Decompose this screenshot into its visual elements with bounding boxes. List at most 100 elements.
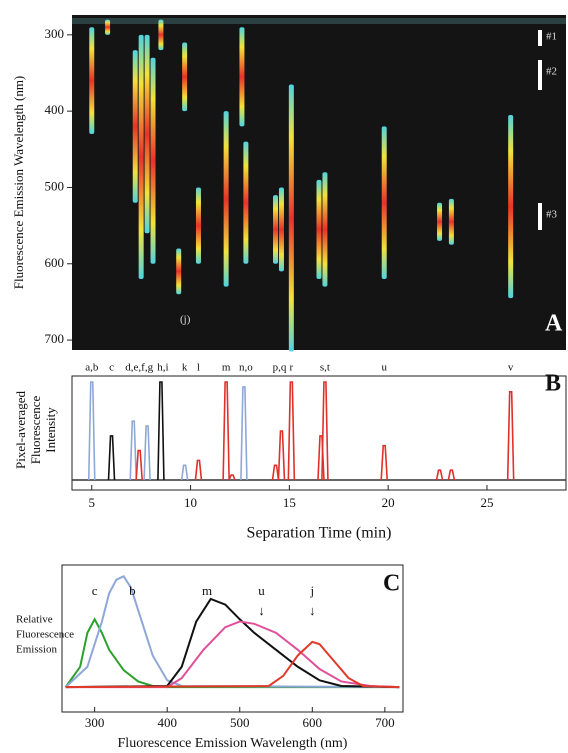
curve-label: b — [129, 583, 136, 598]
curve-label: u — [258, 583, 265, 598]
marker-bar — [538, 60, 542, 90]
y-tick-label: 500 — [45, 178, 65, 193]
peak-label: v — [508, 362, 514, 374]
streak — [138, 34, 144, 280]
peak — [87, 381, 96, 481]
peak-label: a,b — [85, 362, 99, 374]
y-tick-label: 700 — [45, 331, 65, 346]
x-axis-label: Separation Time (min) — [247, 525, 392, 542]
peak-label: l — [197, 362, 200, 374]
peak — [240, 386, 248, 481]
peak — [380, 444, 389, 481]
panel-c-frame — [61, 564, 404, 713]
x-tick-label: 25 — [480, 495, 493, 510]
x-axis-label: Fluorescence Emission Wavelength (nm) — [118, 736, 348, 751]
peak — [194, 459, 203, 481]
annotation: (j) — [180, 314, 191, 326]
y-axis-label: Fluorescence — [28, 395, 43, 464]
x-tick-label: 600 — [303, 715, 323, 730]
streak — [89, 27, 95, 135]
streak — [381, 126, 387, 280]
x-tick-label: 5 — [89, 495, 96, 510]
arrow: ↓ — [309, 603, 316, 618]
x-tick-label: 500 — [230, 715, 250, 730]
peak — [271, 464, 280, 481]
peak — [287, 381, 296, 481]
panel-letter: C — [383, 571, 400, 597]
streak — [132, 50, 138, 203]
streak — [158, 19, 164, 51]
x-tick-label: 300 — [85, 715, 105, 730]
y-axis-label: Fluorescence Emission Wavelength (nm) — [11, 76, 26, 290]
streak — [322, 172, 328, 287]
peak-label: h,i — [157, 362, 168, 374]
spectrum-line — [64, 617, 400, 689]
peak — [157, 381, 165, 481]
y-axis-label: Pixel-averaged — [13, 391, 28, 469]
marker-bar — [538, 30, 542, 46]
x-tick-label: 700 — [375, 715, 395, 730]
peak — [135, 449, 143, 481]
peak — [447, 469, 456, 481]
arrow: ↓ — [258, 603, 265, 618]
peak — [321, 381, 329, 481]
y-axis-label: Relative — [16, 614, 53, 626]
y-axis-label: Fluorescence — [16, 629, 74, 641]
peak — [277, 430, 286, 481]
panel-b-frame — [71, 375, 567, 491]
curve-label: c — [92, 583, 98, 598]
streak — [273, 195, 279, 264]
streak — [448, 198, 454, 245]
curve-label: j — [309, 583, 314, 598]
streak — [176, 248, 182, 295]
x-tick-label: 400 — [157, 715, 177, 730]
x-tick-label: 10 — [184, 495, 197, 510]
peak-label: p,q — [273, 362, 287, 374]
streak — [144, 34, 150, 234]
peak-label: d,e,f,g — [125, 362, 153, 374]
peak-label: k — [182, 362, 188, 374]
peak — [129, 420, 138, 481]
y-tick-label: 400 — [45, 102, 65, 117]
peak-label: m — [222, 362, 231, 374]
y-axis-label: Intensity — [43, 407, 58, 453]
annotation: #3 — [546, 209, 558, 221]
x-tick-label: 15 — [283, 495, 296, 510]
spectrum-line — [64, 575, 400, 689]
panel-letter: A — [545, 311, 563, 337]
panel-a-noise-band — [72, 18, 566, 24]
spectrum-line — [65, 597, 400, 689]
streak — [105, 19, 111, 35]
peak — [180, 464, 189, 481]
peak-label: r — [290, 362, 294, 374]
curve-label: m — [202, 583, 212, 598]
annotation: #1 — [546, 31, 557, 43]
y-axis-label: Emission — [16, 644, 57, 656]
streak — [150, 57, 156, 264]
streak — [508, 114, 514, 299]
peak-label: u — [381, 362, 387, 374]
annotation: #2 — [546, 66, 557, 78]
streak — [288, 84, 294, 352]
spectrum-line — [65, 620, 400, 689]
streak — [182, 42, 188, 112]
y-tick-label: 600 — [45, 255, 65, 270]
streak — [195, 187, 201, 264]
marker-bar — [538, 203, 542, 230]
x-tick-label: 20 — [382, 495, 395, 510]
peak — [107, 435, 116, 481]
peak-label: c — [109, 362, 114, 374]
streak — [223, 111, 229, 287]
streak — [243, 141, 249, 264]
peak — [228, 474, 236, 481]
streak — [278, 187, 284, 272]
peak — [143, 425, 151, 481]
streak — [239, 27, 245, 127]
peak-label: n,o — [239, 362, 253, 374]
panel-letter: B — [545, 371, 561, 397]
spectrum-line — [65, 640, 400, 689]
streak — [437, 202, 443, 241]
peak — [506, 391, 515, 481]
